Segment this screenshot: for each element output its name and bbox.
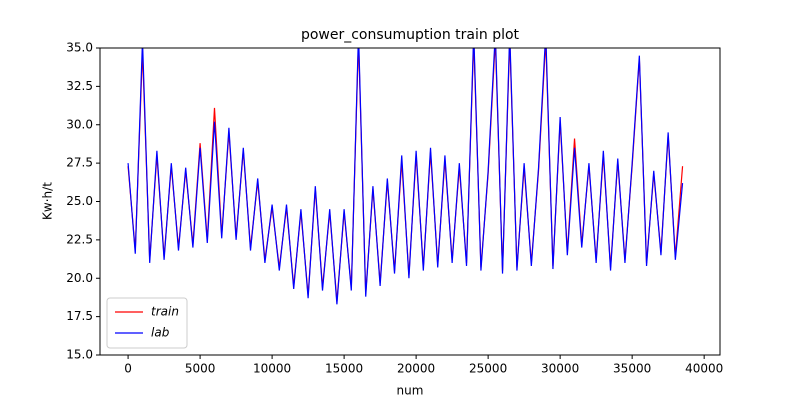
x-tick-label: 5000 <box>185 362 216 376</box>
x-tick-label: 10000 <box>253 362 291 376</box>
legend-label: lab <box>151 326 170 340</box>
y-tick-label: 17.5 <box>66 309 93 323</box>
y-axis-label: Kw·h/t <box>41 182 55 220</box>
x-tick-label: 30000 <box>541 362 579 376</box>
x-tick-label: 15000 <box>325 362 363 376</box>
y-tick-label: 30.0 <box>66 117 93 131</box>
x-tick-label: 20000 <box>397 362 435 376</box>
y-tick-label: 32.5 <box>66 79 93 93</box>
chart-title: power_consumuption train plot <box>301 27 520 43</box>
x-tick-label: 0 <box>124 362 132 376</box>
y-tick-label: 25.0 <box>66 194 93 208</box>
series-line <box>127 48 684 305</box>
x-tick-label: 40000 <box>685 362 723 376</box>
y-tick-label: 35.0 <box>66 41 93 55</box>
legend-box <box>106 297 188 349</box>
axes-frame <box>99 47 721 356</box>
y-tick-label: 27.5 <box>66 156 93 170</box>
legend-label: train <box>151 305 179 319</box>
y-tick-label: 22.5 <box>66 232 93 246</box>
x-tick-label: 25000 <box>469 362 507 376</box>
x-tick-label: 35000 <box>613 362 651 376</box>
plot-area <box>127 48 684 305</box>
x-axis-label: num <box>397 384 424 398</box>
y-tick-label: 20.0 <box>66 271 93 285</box>
y-tick-label: 15.0 <box>66 348 93 362</box>
